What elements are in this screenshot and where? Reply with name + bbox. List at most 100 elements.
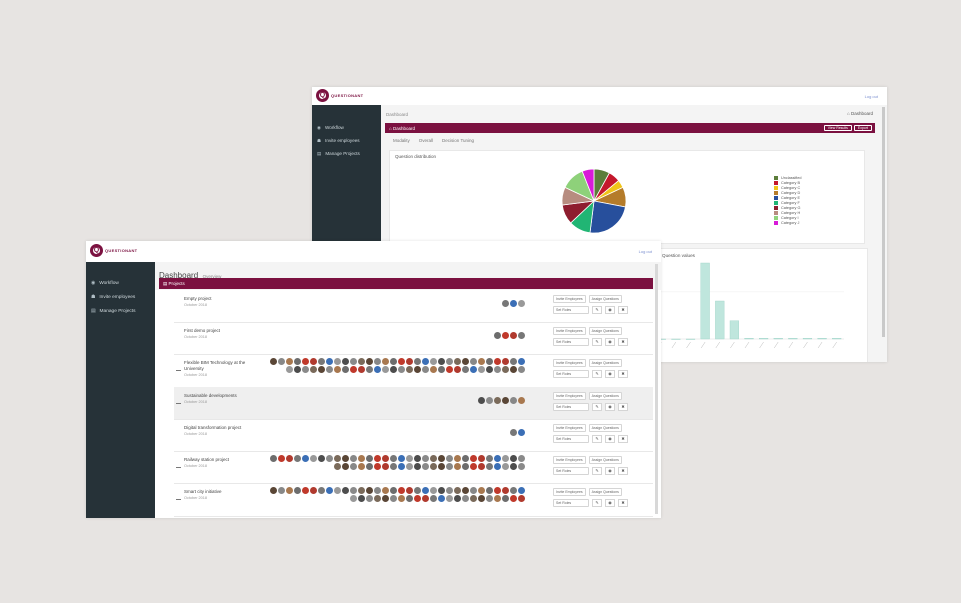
avatar[interactable] <box>398 495 405 502</box>
view-results-button[interactable]: View Results <box>823 125 852 131</box>
project-name[interactable]: Empty project October 2018 <box>184 296 254 308</box>
avatar[interactable] <box>366 366 373 373</box>
avatar[interactable] <box>286 455 293 462</box>
avatar[interactable] <box>470 487 477 494</box>
avatar[interactable] <box>438 487 445 494</box>
avatar[interactable] <box>422 455 429 462</box>
avatar[interactable] <box>438 358 445 365</box>
avatar[interactable] <box>510 397 517 404</box>
expand-toggle[interactable] <box>176 370 181 371</box>
avatar[interactable] <box>454 455 461 462</box>
avatar[interactable] <box>374 455 381 462</box>
delete-icon[interactable]: ✖ <box>618 435 628 443</box>
project-name[interactable]: Flexible BIM Technology at the Universit… <box>184 360 254 378</box>
avatar[interactable] <box>438 463 445 470</box>
avatar[interactable] <box>454 366 461 373</box>
edit-icon[interactable]: ✎ <box>592 306 602 314</box>
avatar[interactable] <box>382 366 389 373</box>
avatar[interactable] <box>486 397 493 404</box>
avatar[interactable] <box>326 366 333 373</box>
avatar[interactable] <box>358 455 365 462</box>
avatar[interactable] <box>270 358 277 365</box>
avatar[interactable] <box>478 397 485 404</box>
avatar[interactable] <box>350 495 357 502</box>
avatar[interactable] <box>470 463 477 470</box>
avatar[interactable] <box>270 487 277 494</box>
avatar[interactable] <box>446 463 453 470</box>
delete-icon[interactable]: ✖ <box>618 403 628 411</box>
legend-item[interactable]: Category C <box>774 185 801 190</box>
avatar[interactable] <box>486 495 493 502</box>
tab-overall[interactable]: Overall <box>418 138 434 143</box>
avatar[interactable] <box>382 487 389 494</box>
avatar[interactable] <box>294 455 301 462</box>
avatar[interactable] <box>430 358 437 365</box>
avatar[interactable] <box>366 487 373 494</box>
avatar[interactable] <box>462 495 469 502</box>
avatar[interactable] <box>510 300 517 307</box>
delete-icon[interactable]: ✖ <box>618 467 628 475</box>
bar[interactable] <box>685 338 696 340</box>
avatar[interactable] <box>518 366 525 373</box>
avatar[interactable] <box>502 487 509 494</box>
avatar[interactable] <box>350 366 357 373</box>
legend-item[interactable]: Category I <box>774 215 801 220</box>
avatar[interactable] <box>414 487 421 494</box>
avatar[interactable] <box>422 366 429 373</box>
sidebar-item-workflow[interactable]: ◉ Workflow <box>312 121 381 134</box>
avatar[interactable] <box>390 463 397 470</box>
avatar[interactable] <box>286 358 293 365</box>
legend-item[interactable]: Unclassified <box>774 175 801 180</box>
avatar[interactable] <box>510 455 517 462</box>
bar[interactable] <box>729 320 739 340</box>
avatar[interactable] <box>518 495 525 502</box>
edit-icon[interactable]: ✎ <box>592 499 602 507</box>
avatar[interactable] <box>502 495 509 502</box>
avatar[interactable] <box>398 487 405 494</box>
avatar[interactable] <box>326 358 333 365</box>
avatar[interactable] <box>374 463 381 470</box>
pie-slice[interactable] <box>589 200 626 234</box>
avatar[interactable] <box>398 463 405 470</box>
avatar[interactable] <box>278 487 285 494</box>
avatar[interactable] <box>278 358 285 365</box>
avatar[interactable] <box>454 495 461 502</box>
project-name[interactable]: First demo project October 2018 <box>184 328 254 340</box>
avatar[interactable] <box>478 487 485 494</box>
avatar[interactable] <box>510 463 517 470</box>
avatar[interactable] <box>374 487 381 494</box>
avatar[interactable] <box>430 366 437 373</box>
avatar[interactable] <box>310 487 317 494</box>
avatar[interactable] <box>382 495 389 502</box>
view-icon[interactable]: ◉ <box>605 467 615 475</box>
avatar[interactable] <box>478 455 485 462</box>
avatar[interactable] <box>502 397 509 404</box>
avatar[interactable] <box>462 455 469 462</box>
project-row[interactable]: Smart city initiative October 2018 Invite … <box>174 483 653 517</box>
avatar[interactable] <box>414 455 421 462</box>
avatar[interactable] <box>486 455 493 462</box>
front-scrollbar[interactable] <box>655 264 658 514</box>
bar[interactable] <box>671 338 681 340</box>
view-icon[interactable]: ◉ <box>605 338 615 346</box>
avatar[interactable] <box>518 429 525 436</box>
bar[interactable] <box>832 338 842 340</box>
view-icon[interactable]: ◉ <box>605 499 615 507</box>
avatar[interactable] <box>390 487 397 494</box>
avatar[interactable] <box>510 487 517 494</box>
avatar[interactable] <box>326 487 333 494</box>
avatar[interactable] <box>302 487 309 494</box>
avatar[interactable] <box>366 455 373 462</box>
avatar[interactable] <box>422 495 429 502</box>
avatar[interactable] <box>518 463 525 470</box>
invite-employees-button[interactable]: Invite Employees <box>553 359 586 367</box>
avatar[interactable] <box>294 358 301 365</box>
view-icon[interactable]: ◉ <box>605 403 615 411</box>
export-button[interactable]: Export <box>853 125 872 131</box>
assign-questions-button[interactable]: Assign Questions <box>588 327 622 335</box>
project-name[interactable]: Smart city initiative October 2018 <box>184 489 254 501</box>
expand-toggle[interactable] <box>176 499 181 500</box>
legend-item[interactable]: Category F <box>774 200 801 205</box>
avatar[interactable] <box>494 332 501 339</box>
